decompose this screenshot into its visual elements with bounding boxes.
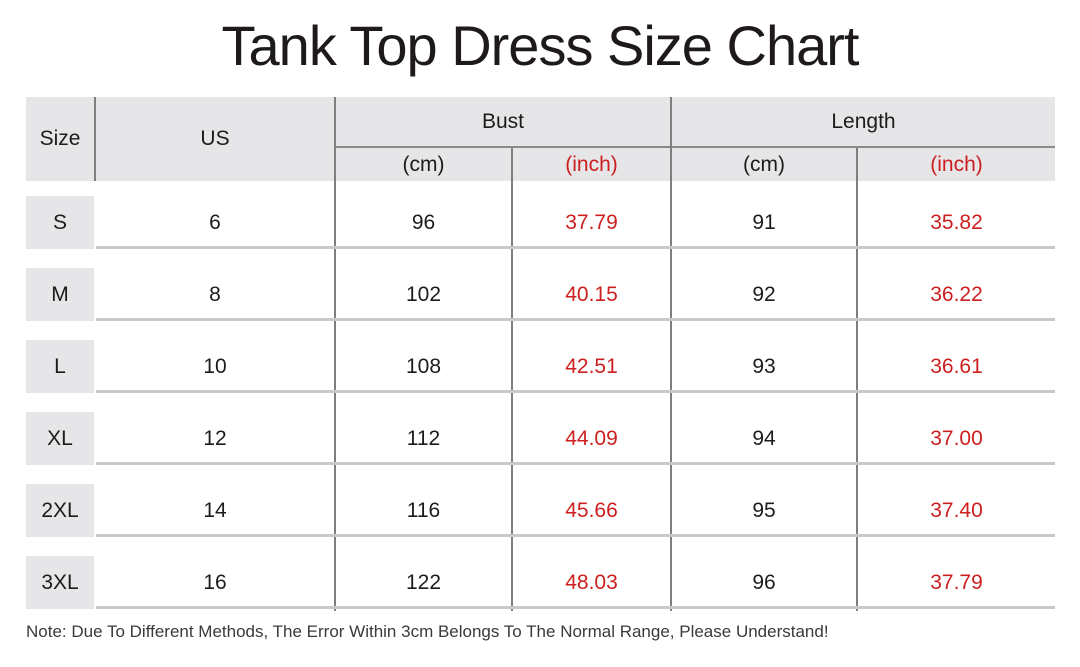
cell-size: XL (26, 412, 94, 465)
cell-bust-inch: 45.66 (565, 498, 618, 522)
cell-bust-inch: 44.09 (565, 426, 618, 450)
header-bust: Bust (336, 97, 670, 146)
divider-length-cm-inch (856, 148, 858, 611)
header-length-cm: (cm) (672, 148, 856, 181)
cell-bust-cm: 96 (411, 210, 436, 234)
cell-bust-cm: 112 (406, 426, 441, 450)
divider-bust-cm-inch (511, 148, 513, 611)
header-bust-cm: (cm) (336, 148, 511, 181)
page-title: Tank Top Dress Size Chart (221, 14, 860, 77)
row-divider (96, 462, 1055, 465)
cell-length-cm: 95 (752, 498, 776, 522)
header-length-inch: (inch) (858, 148, 1055, 181)
row-divider (96, 390, 1055, 393)
cell-bust-inch: 37.79 (565, 210, 618, 234)
header-length: Length (672, 97, 1055, 146)
header-us: US (96, 97, 334, 181)
cell-size: M (26, 268, 94, 321)
cell-us: 10 (203, 354, 227, 378)
cell-length-cm: 96 (752, 570, 776, 594)
cell-length-inch: 35.82 (930, 210, 983, 234)
cell-bust-inch: 40.15 (565, 282, 618, 306)
cell-size: 2XL (26, 484, 94, 537)
cell-length-inch: 37.00 (930, 426, 983, 450)
cell-length-cm: 94 (752, 426, 776, 450)
cell-length-cm: 91 (752, 210, 776, 234)
cell-bust-cm: 122 (405, 570, 442, 594)
divider-size-us (94, 97, 96, 181)
cell-length-inch: 37.79 (930, 570, 983, 594)
cell-us: 6 (209, 210, 221, 234)
cell-size: L (26, 340, 94, 393)
divider-us-bust (334, 97, 336, 611)
cell-size: 3XL (26, 556, 94, 609)
cell-length-cm: 93 (752, 354, 776, 378)
disclaimer-note: Note: Due To Different Methods, The Erro… (26, 622, 829, 641)
cell-bust-inch: 48.03 (565, 570, 618, 594)
cell-us: 12 (203, 426, 227, 450)
row-divider (96, 246, 1055, 249)
header-size: Size (26, 97, 94, 181)
row-divider (96, 606, 1055, 609)
divider-bust-length (670, 97, 672, 611)
cell-length-cm: 92 (752, 282, 776, 306)
cell-length-inch: 36.61 (930, 354, 983, 378)
cell-bust-cm: 102 (405, 282, 442, 306)
cell-length-inch: 36.22 (930, 282, 983, 306)
cell-size: S (26, 196, 94, 249)
header-sub-divider (336, 146, 1055, 148)
cell-bust-cm: 116 (406, 498, 441, 522)
cell-bust-inch: 42.51 (565, 354, 618, 378)
cell-length-inch: 37.40 (930, 498, 983, 522)
row-divider (96, 534, 1055, 537)
cell-us: 14 (203, 498, 227, 522)
header-bust-inch: (inch) (513, 148, 670, 181)
cell-us: 8 (209, 282, 221, 306)
row-divider (96, 318, 1055, 321)
cell-bust-cm: 108 (405, 354, 442, 378)
cell-us: 16 (203, 570, 227, 594)
